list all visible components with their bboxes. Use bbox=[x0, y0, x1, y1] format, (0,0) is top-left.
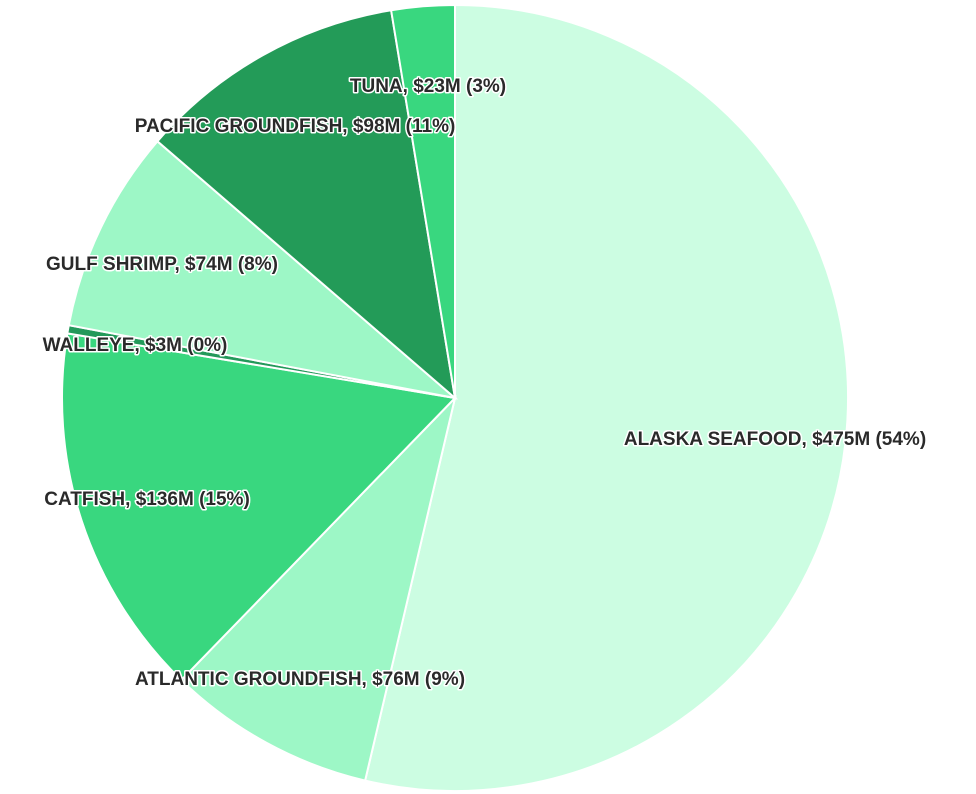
pie-slice bbox=[389, 3, 456, 399]
pie-slice bbox=[155, 9, 457, 401]
slice-label: WALLEYE, $3M (0%) bbox=[43, 335, 228, 356]
pie-slice bbox=[363, 3, 849, 792]
slice-label: ALASKA SEAFOOD, $475M (54%) bbox=[624, 429, 926, 450]
pie-slice bbox=[61, 332, 458, 682]
pie-slice bbox=[67, 139, 459, 400]
pie-slice bbox=[179, 394, 457, 782]
slice-label: PACIFIC GROUNDFISH, $98M (11%) bbox=[135, 116, 456, 137]
slice-label: ATLANTIC GROUNDFISH, $76M (9%) bbox=[135, 669, 465, 690]
slice-label: CATFISH, $136M (15%) bbox=[44, 489, 250, 510]
slice-label: GULF SHRIMP, $74M (8%) bbox=[46, 254, 278, 275]
slice-label: TUNA, $23M (3%) bbox=[350, 76, 506, 97]
